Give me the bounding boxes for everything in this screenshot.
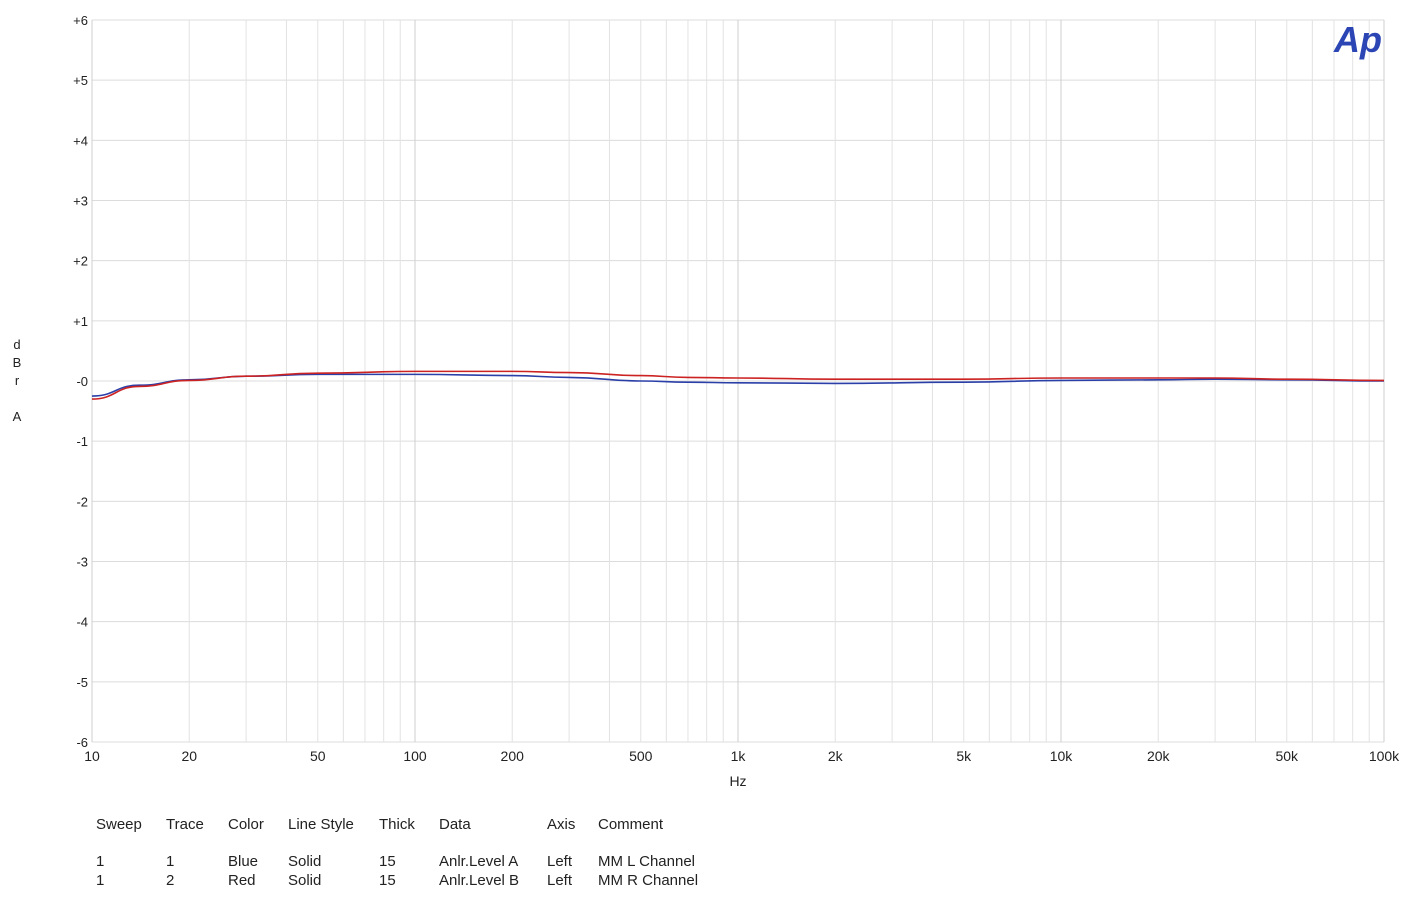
x-axis-label: Hz [729,773,746,789]
legend-cell: 15 [379,853,396,870]
y-tick-label: +4 [73,133,88,148]
y-tick-label: +5 [73,73,88,88]
legend-cell: Blue [228,853,259,870]
legend-cell: Left [547,872,573,889]
legend-header: Comment [598,816,664,833]
legend-header: Thick [379,816,415,833]
y-tick-label: +3 [73,194,88,209]
y-tick-label: +6 [73,13,88,28]
y-tick-label: -1 [76,434,88,449]
y-tick-label: -2 [76,494,88,509]
legend-header: Sweep [96,816,142,833]
legend-cell: MM R Channel [598,872,699,889]
grid [91,19,1385,743]
x-tick-label: 500 [629,748,653,764]
y-tick-label: -6 [76,735,88,750]
y-tick-label: -4 [76,615,88,630]
legend-cell: Red [228,872,256,889]
legend-cell: 1 [166,853,175,870]
y-tick-label: -0 [76,374,88,389]
ap-logo: Ap [1333,19,1382,60]
x-tick-label: 100 [403,748,427,764]
y-axis-label-char: B [12,355,22,370]
x-tick-label: 5k [956,748,972,764]
legend-header: Line Style [288,816,354,833]
x-tick-label: 20 [181,748,197,764]
x-tick-label: 200 [501,748,525,764]
x-tick-label: 50k [1275,748,1299,764]
series-line-red [91,370,1385,400]
x-tick-label: 2k [828,748,844,764]
legend-header: Trace [166,816,204,833]
y-axis-label-char: A [12,409,22,424]
legend-cell: Anlr.Level A [439,853,519,870]
x-tick-label: 10k [1050,748,1074,764]
svg-text:Ap: Ap [1333,19,1382,60]
y-tick-labels: +6 +5 +4 +3 +2 +1 -0 -1 -2 -3 -4 -5 -6 [73,13,88,750]
legend-cell: MM L Channel [598,853,695,870]
legend-cell: 15 [379,872,396,889]
legend-header: Axis [547,816,576,833]
series-group [91,370,1385,400]
legend-header: Data [439,816,471,833]
x-tick-label: 20k [1147,748,1171,764]
y-tick-label: -3 [76,555,88,570]
legend-cell: 1 [96,872,105,889]
legend-cell: Left [547,853,573,870]
legend-cell: Solid [288,853,322,870]
x-tick-label: 1k [731,748,747,764]
legend-cell: Solid [288,872,322,889]
y-axis-label-char: r [14,373,20,388]
x-tick-labels: 10 20 50 100 200 500 1k 2k 5k 10k 20k 50k 100k [84,748,1400,764]
x-tick-label: 10 [84,748,100,764]
y-tick-label: +1 [73,314,88,329]
y-tick-label: +2 [73,254,88,269]
legend-header: Color [228,816,264,833]
legend-cell: 2 [166,872,175,889]
y-tick-label: -5 [76,675,88,690]
legend-cell: 1 [96,853,105,870]
x-tick-label: 100k [1369,748,1400,764]
x-tick-label: 50 [310,748,326,764]
legend-cell: Anlr.Level B [439,872,520,889]
y-axis-label-char: d [13,337,21,352]
